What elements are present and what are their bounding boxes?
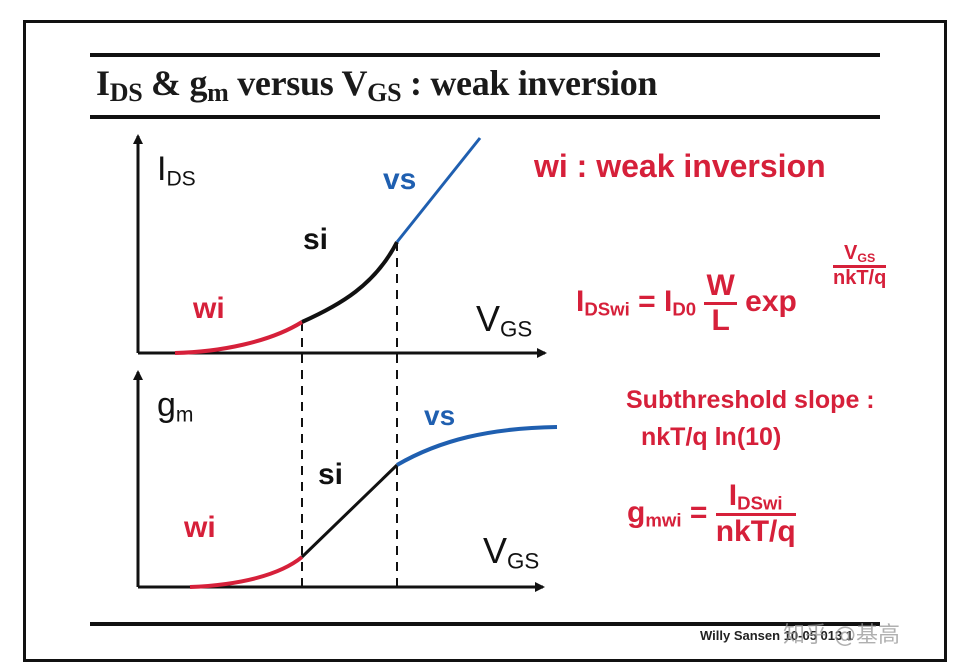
subthreshold-slope-value: nkT/q ln(10) bbox=[641, 423, 782, 451]
top-x-axis-label: VGS bbox=[476, 298, 533, 342]
gm-curve-si bbox=[300, 463, 399, 559]
slide-title: IDS & gm versus VGS : weak inversion bbox=[96, 63, 658, 107]
region-boundary-lines bbox=[301, 242, 398, 587]
title-underline-rule bbox=[90, 115, 880, 119]
top-chart-axes bbox=[133, 134, 547, 358]
gm-curve-wi bbox=[189, 555, 304, 589]
bottom-x-axis-label: VGS bbox=[483, 530, 540, 574]
bottom-region-si-label: si bbox=[318, 458, 344, 491]
bottom-rule bbox=[90, 622, 880, 626]
bottom-y-axis-label: gm bbox=[157, 386, 194, 427]
weak-inversion-definition: wi : weak inversion bbox=[534, 148, 826, 184]
ids-curve-si bbox=[301, 241, 399, 324]
exp-exponent-fraction: VGS nkT/q bbox=[833, 242, 887, 290]
ids-curve-wi bbox=[174, 320, 304, 355]
bottom-region-wi-label: wi bbox=[184, 511, 216, 544]
top-rule bbox=[90, 53, 880, 57]
subthreshold-slope-title: Subthreshold slope : bbox=[626, 386, 875, 414]
top-region-vs-label: vs bbox=[383, 163, 417, 196]
top-region-wi-label: wi bbox=[193, 292, 225, 325]
watermark: 知乎 @基高 bbox=[783, 623, 900, 648]
gm-weak-inversion-equation: gmwi = IDSwi nkT/q bbox=[627, 479, 796, 549]
ids-curve-vs bbox=[395, 137, 482, 243]
top-y-axis-label: IDS bbox=[157, 150, 196, 191]
gm-curve-vs bbox=[395, 425, 558, 467]
author-credit: Willy Sansen 10-05 013 1 bbox=[700, 628, 854, 643]
top-region-si-label: si bbox=[303, 223, 329, 256]
bottom-region-vs-label: vs bbox=[424, 400, 456, 431]
slide-frame bbox=[23, 20, 947, 662]
